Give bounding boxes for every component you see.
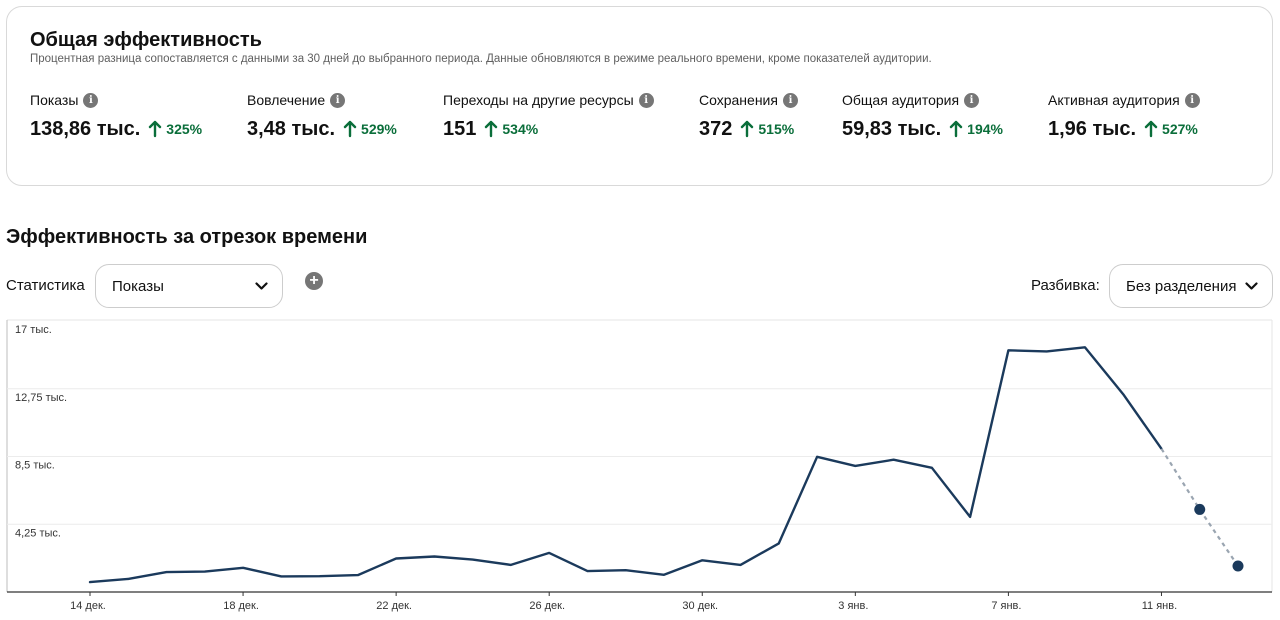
metric-label: Активная аудитория: [1048, 92, 1180, 108]
breakdown-select-value: Без разделения: [1126, 277, 1237, 295]
summary-card: Общая эффективность Процентная разница с…: [6, 6, 1273, 186]
x-tick-label: 26 дек.: [529, 600, 565, 612]
metric-select[interactable]: Показы: [95, 264, 283, 308]
info-icon[interactable]: i: [638, 92, 654, 108]
x-tick-label: 14 дек.: [70, 600, 106, 612]
metric-select-value: Показы: [112, 277, 164, 295]
y-tick-label: 12,75 тыс.: [15, 392, 67, 404]
metric-value: 1,96 тыс.: [1048, 117, 1137, 140]
x-tick-label: 30 дек.: [682, 600, 718, 612]
projected-series-line: [1160, 448, 1239, 567]
metric-value: 151: [443, 117, 477, 140]
x-tick-label: 18 дек.: [223, 600, 259, 612]
add-metric-button[interactable]: +: [305, 272, 323, 290]
stat-label: Статистика: [6, 277, 85, 294]
info-icon[interactable]: i: [330, 92, 346, 108]
y-tick-label: 4,25 тыс.: [15, 527, 61, 539]
impressions-series-line: [88, 346, 1163, 584]
metric-label: Переходы на другие ресурсы: [443, 92, 634, 108]
arrow-up-icon: [485, 120, 498, 138]
x-tick-label: 3 янв.: [838, 600, 868, 612]
chevron-down-icon: [255, 281, 268, 290]
metric-total-audience: Общая аудитория i 59,83 тыс. 194%: [842, 91, 1003, 141]
y-tick-label: 17 тыс.: [15, 324, 52, 336]
metric-change: 325%: [166, 121, 203, 137]
x-tick-label: 11 янв.: [1142, 600, 1177, 612]
metric-value: 3,48 тыс.: [247, 117, 336, 140]
arrow-up-icon: [949, 120, 963, 138]
metric-outbound-clicks: Переходы на другие ресурсы i 151 534%: [443, 91, 654, 141]
metric-impressions: Показы i 138,86 тыс. 325%: [30, 91, 202, 141]
projected-data-point: [1194, 503, 1206, 515]
metric-label: Общая аудитория: [842, 92, 960, 108]
arrow-up-icon: [149, 120, 162, 138]
metric-label: Сохранения: [699, 92, 778, 108]
projected-data-point: [1232, 560, 1244, 572]
arrow-up-icon: [343, 120, 357, 138]
section-title: Эффективность за отрезок времени: [6, 226, 368, 248]
metric-active-audience: Активная аудитория i 1,96 тыс. 527%: [1048, 91, 1200, 141]
info-icon[interactable]: i: [782, 92, 798, 108]
summary-title: Общая эффективность: [30, 29, 262, 51]
metric-value: 59,83 тыс.: [842, 117, 942, 140]
y-tick-label: 8,5 тыс.: [15, 460, 55, 472]
arrow-up-icon: [1144, 120, 1158, 138]
metric-engagement: Вовлечение i 3,48 тыс. 529%: [247, 91, 397, 141]
metric-value: 138,86 тыс.: [30, 117, 141, 140]
metric-change: 529%: [361, 121, 397, 137]
info-icon[interactable]: i: [964, 92, 980, 108]
summary-subtitle: Процентная разница сопоставляется с данн…: [30, 53, 932, 65]
metric-label: Вовлечение: [247, 92, 326, 108]
plus-circle-icon: +: [309, 272, 319, 289]
metric-change: 534%: [502, 121, 539, 137]
metric-change: 515%: [758, 121, 795, 137]
metric-label: Показы: [30, 92, 79, 108]
x-tick-label: 7 янв.: [991, 600, 1021, 612]
breakdown-select[interactable]: Без разделения: [1109, 264, 1273, 308]
info-icon[interactable]: i: [1184, 92, 1200, 108]
arrow-up-icon: [741, 120, 754, 138]
x-tick-label: 22 дек.: [376, 600, 412, 612]
info-icon[interactable]: i: [83, 92, 99, 108]
breakdown-label: Разбивка:: [1031, 277, 1100, 294]
chevron-down-icon: [1245, 281, 1258, 290]
metric-saves: Сохранения i 372 515%: [699, 91, 798, 141]
metric-change: 527%: [1162, 121, 1198, 137]
metric-change: 194%: [967, 121, 1003, 137]
metric-value: 372: [699, 117, 733, 140]
